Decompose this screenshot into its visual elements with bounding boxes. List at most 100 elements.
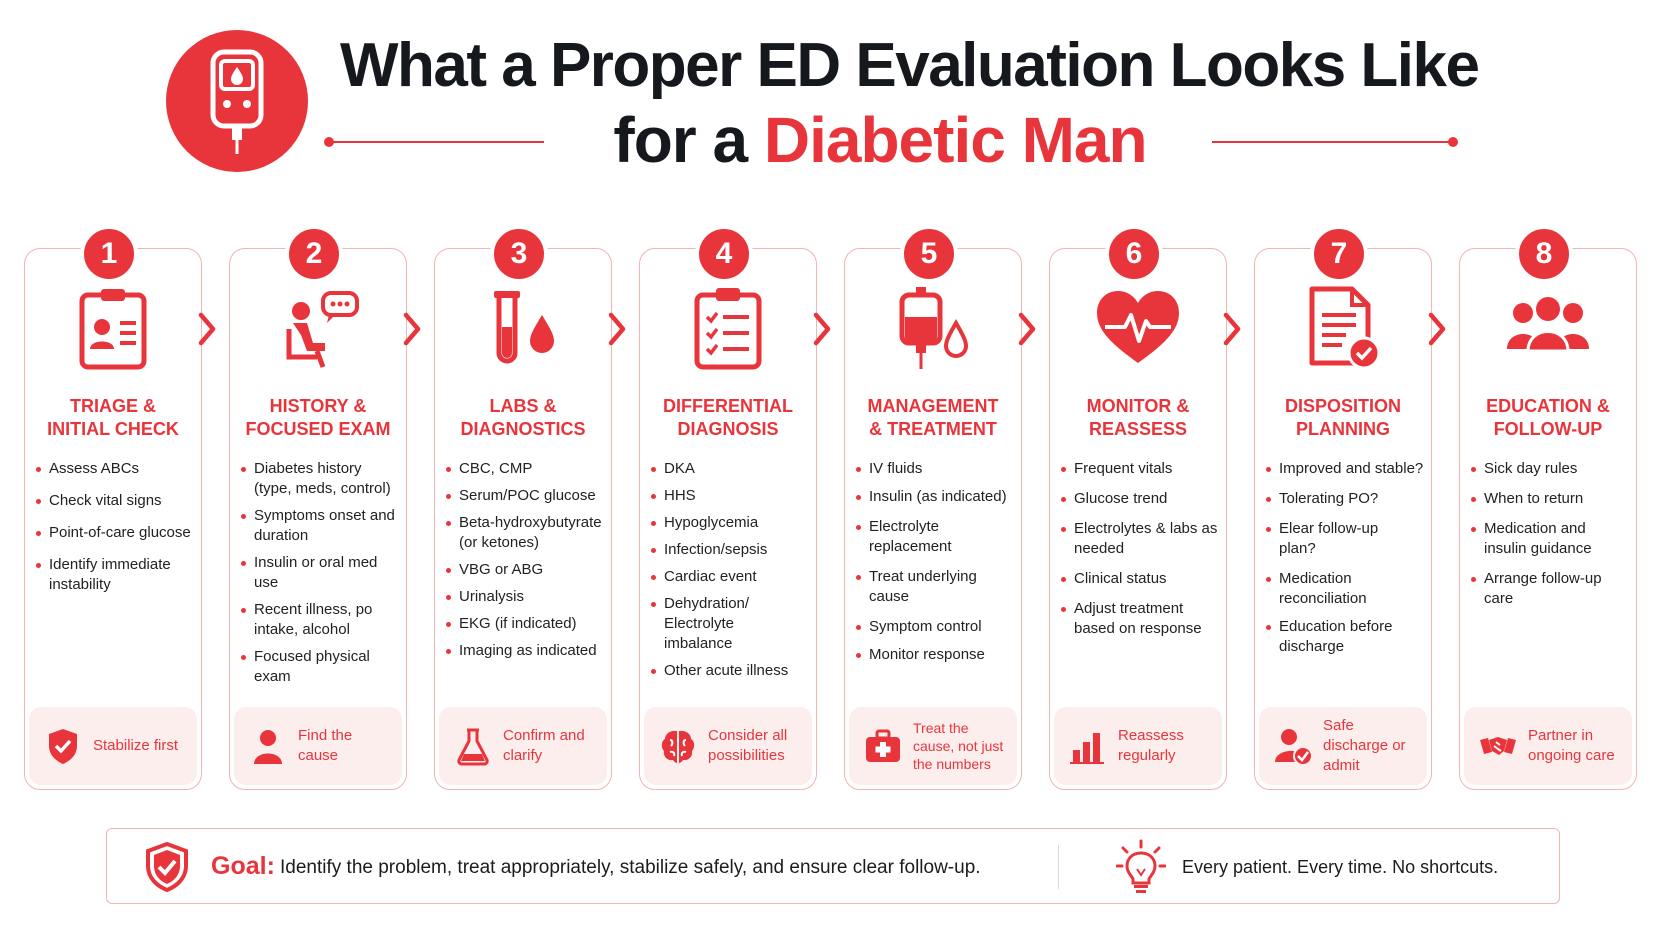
divider [1058,845,1059,889]
step-title: DISPOSITION PLANNING [1284,396,1401,439]
subtitle-accent: Diabetic Man [763,104,1148,176]
list-item: Dehydration/ Electrolyte imbalance [650,594,770,654]
lightbulb-icon [1116,839,1166,895]
list-item: Insulin (as indicated) [855,487,1017,507]
step-items: Sick day rules When to return Medication… [1470,459,1632,617]
list-item: Electrolyte replacement [855,517,973,557]
list-item: Clinical status [1060,569,1222,589]
shield-check-icon [143,841,191,893]
step-card-6: 6 MONITOR & REASSESS Frequent vitals Glu… [1049,225,1227,790]
list-item: Imaging as indicated [445,641,607,661]
heart-pulse-icon [1093,283,1183,373]
step-footer: Reassess regularly [1054,707,1222,785]
chevron-right-icon [1017,312,1037,346]
goal-banner: Goal: Identify the problem, treat approp… [106,828,1560,904]
list-item: Other acute illness [650,661,812,681]
list-item: Tolerating PO? [1265,489,1427,509]
bar-chart-icon [1068,726,1108,766]
list-item: Glucose trend [1060,489,1222,509]
step-card-7: 7 DISPOSITION PLANNING Improved and stab… [1254,225,1432,790]
step-items: CBC, CMP Serum/POC glucose Beta-hydroxyb… [445,459,607,668]
list-item: Cardiac event [650,567,812,587]
step-card-5: 5 MANAGEMENT & TREATMENT IV fluids Insul… [844,225,1022,790]
motto-text: Every patient. Every time. No shortcuts. [1182,857,1499,877]
list-item: Insulin or oral med use [240,553,402,593]
list-item: Symptom control [855,617,1017,637]
step-card-1: 1 TRIAGE & INITIAL CHECK Assess ABCs Che… [24,225,202,790]
step-footer-label: Stabilize first [93,737,179,754]
list-item: Infection/sepsis [650,540,812,560]
glucometer-icon [166,30,308,172]
step-title: TRIAGE & INITIAL CHECK [47,396,179,439]
step-items: Frequent vitals Glucose trend Electrolyt… [1060,459,1222,647]
step-footer: Safe discharge or admit [1259,707,1427,785]
step-footer-label: Safe discharge or admit [1323,717,1406,774]
list-item: Hypoglycemia [650,513,812,533]
step-footer: Consider all possibilities [644,707,812,785]
list-item: DKA [650,459,812,479]
chevron-right-icon [1427,312,1447,346]
list-item: Arrange follow-up care [1470,569,1632,609]
first-aid-kit-icon [863,726,903,766]
brain-icon [658,726,698,766]
group-icon [1503,283,1593,373]
title-rule-right [1212,141,1450,143]
list-item: EKG (if indicated) [445,614,607,634]
chevron-right-icon [197,312,217,346]
list-item: Education before discharge [1265,617,1405,657]
list-item: Assess ABCs [35,459,197,479]
step-items: Improved and stable? Tolerating PO? Elea… [1265,459,1427,665]
step-footer: Stabilize first [29,707,197,785]
page-title: What a Proper ED Evaluation Looks Like [340,31,1480,100]
list-item: Elear follow-up plan? [1265,519,1397,559]
step-title: MONITOR & REASSESS [1086,396,1190,439]
step-footer: Partner in ongoing care [1464,707,1632,785]
list-item: Beta-hydroxybutyrate (or ketones) [445,513,607,553]
list-item: Sick day rules [1470,459,1632,479]
step-title: MANAGEMENT & TREATMENT [867,396,999,439]
handshake-icon [1478,726,1518,766]
list-item: CBC, CMP [445,459,607,479]
list-item: Symptoms onset and duration [240,506,402,546]
step-footer: Confirm and clarify [439,707,607,785]
step-card-2: 2 HISTORY & FOCUSED EXAM Diabetes histor… [229,225,407,790]
step-number: 8 [1515,225,1573,283]
test-tube-drop-icon [478,283,568,373]
list-item: VBG or ABG [445,560,607,580]
checklist-clipboard-icon [683,283,773,373]
list-item: Point-of-care glucose [35,523,197,543]
document-check-icon [1298,283,1388,373]
list-item: Improved and stable? [1265,459,1427,479]
step-title: LABS & DIAGNOSTICS [460,396,586,439]
list-item: IV fluids [855,459,1017,479]
step-number: 1 [80,225,138,283]
list-item: Treat underlying cause [855,567,985,607]
step-footer-label: Partner in ongoing care [1528,727,1615,764]
page-subtitle: for a Diabetic Man [560,102,1200,178]
title-rule-dot-left [324,137,334,147]
iv-bag-icon [888,283,978,373]
step-footer: Treat the cause, not just the numbers [849,707,1017,785]
person-icon [248,726,288,766]
goal-text: Identify the problem, treat appropriatel… [280,857,981,878]
step-card-4: 4 DIFFERENTIAL DIAGNOSIS DKA HHS Hypogly… [639,225,817,790]
patient-chat-icon [273,283,363,373]
step-footer-label: Reassess regularly [1118,727,1184,764]
step-items: Assess ABCs Check vital signs Point-of-c… [35,459,197,603]
step-number: 6 [1105,225,1163,283]
list-item: Focused physical exam [240,647,402,687]
step-footer-label: Confirm and clarify [503,727,585,764]
step-items: IV fluids Insulin (as indicated) Electro… [855,459,1017,673]
step-items: DKA HHS Hypoglycemia Infection/sepsis Ca… [650,459,812,688]
list-item: Monitor response [855,645,1017,665]
list-item: Serum/POC glucose [445,486,607,506]
id-card-clipboard-icon [68,283,158,373]
list-item: Medication reconciliation [1265,569,1385,609]
list-item: Identify immediate instability [35,555,197,595]
chevron-right-icon [607,312,627,346]
chevron-right-icon [402,312,422,346]
list-item: Check vital signs [35,491,197,511]
chevron-right-icon [1222,312,1242,346]
goal-label: Goal: [211,852,275,880]
shield-check-icon [43,726,83,766]
